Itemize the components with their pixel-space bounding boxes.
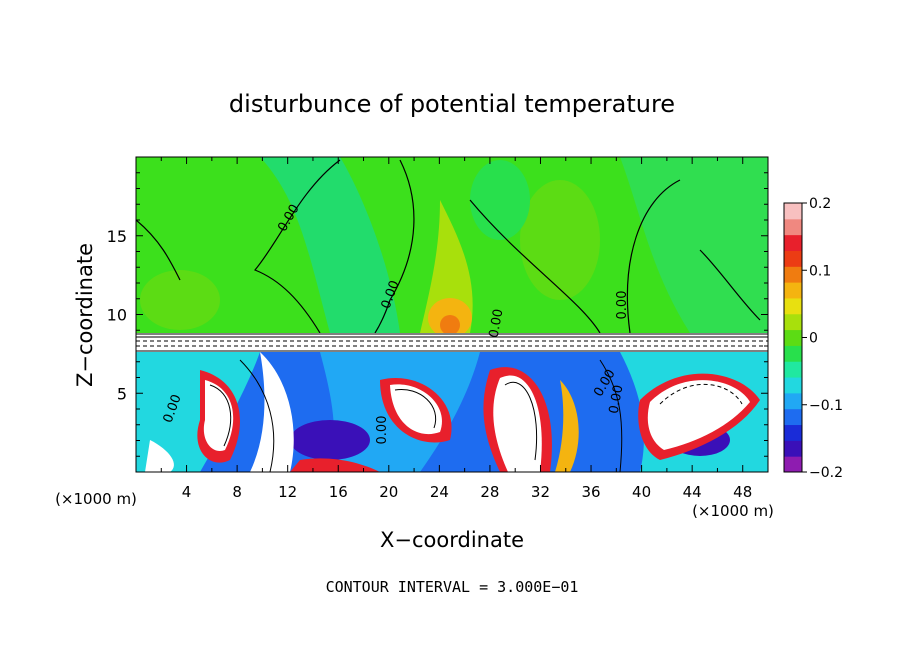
colorbar-tick-label: 0.2 — [809, 196, 831, 212]
contour-line — [374, 159, 415, 333]
colorbar-tick-label: −0.1 — [809, 398, 843, 414]
contour-line — [659, 383, 743, 405]
colorbar-tick-label: −0.2 — [809, 465, 843, 481]
x-tick-label: 8 — [232, 483, 242, 501]
colorbar-swatch — [784, 250, 802, 267]
x-unit-left: (×1000 m) — [55, 490, 137, 508]
y-tick-label: 5 — [117, 384, 127, 403]
colorbar-swatch — [784, 329, 802, 346]
x-tick-label: 48 — [733, 483, 752, 501]
upper-blob — [420, 200, 473, 333]
colorbar-tick-label: 0.1 — [809, 263, 831, 279]
chart-title: disturbunce of potential temperature — [229, 90, 675, 118]
upper-blob — [140, 270, 220, 330]
lower-blob — [136, 352, 260, 472]
contour-line — [504, 382, 538, 461]
contour-line — [254, 159, 341, 333]
colorbar-swatch — [784, 361, 802, 378]
contour-line — [599, 359, 623, 472]
transition-layer — [136, 333, 768, 352]
lower-blob — [555, 380, 579, 472]
colorbar-swatch — [784, 456, 802, 473]
contour-line — [469, 199, 601, 333]
colorbar-swatch — [784, 282, 802, 299]
lower-blob — [250, 352, 294, 472]
upper-blob — [620, 157, 768, 333]
colorbar-swatch — [784, 345, 802, 362]
x-unit-right: (×1000 m) — [692, 502, 774, 520]
contour-line — [394, 389, 437, 429]
colorbar-swatch — [784, 408, 802, 426]
upper-blob — [520, 180, 600, 300]
x-tick-label: 20 — [379, 483, 398, 501]
upper-field — [136, 157, 768, 333]
lower-blob — [290, 420, 370, 460]
y-tick-label: 15 — [107, 227, 127, 246]
colorbar-swatch — [784, 313, 802, 331]
upper-blob — [260, 157, 400, 333]
lower-blob — [145, 440, 174, 472]
contour-label: 0.00 — [615, 291, 630, 320]
x-tick-label: 32 — [531, 483, 550, 501]
x-tick-label: 24 — [430, 483, 449, 501]
x-tick-label: 36 — [581, 483, 600, 501]
y-tick-label: 10 — [107, 306, 127, 325]
colorbar-swatch — [784, 218, 802, 236]
upper-blob — [440, 315, 460, 333]
plot-area: 0.000.000.000.000.000.000.000.00 — [135, 156, 769, 473]
contour-line — [239, 359, 275, 472]
upper-blob — [470, 160, 530, 240]
x-axis: 4 8 12 16 20 24 28 32 36 40 44 48 — [160, 157, 752, 501]
y-axis-label: Z−coordinate — [73, 243, 97, 387]
contour-line — [136, 219, 181, 281]
colorbar-swatch — [784, 424, 802, 441]
x-tick-label: 44 — [683, 483, 702, 501]
colorbar-swatch — [784, 297, 802, 315]
x-tick-label: 4 — [182, 483, 192, 501]
y-axis: 5 10 15 — [107, 172, 768, 457]
contour-line — [626, 179, 681, 333]
contour-line — [209, 384, 232, 447]
lower-field — [136, 352, 768, 472]
colorbar-swatch — [784, 377, 802, 394]
colorbar: 0.2 0.1 0 −0.1 −0.2 — [783, 196, 843, 481]
colorbar-swatch — [784, 203, 802, 220]
x-tick-label: 28 — [480, 483, 499, 501]
contour-label: 0.00 — [607, 384, 627, 415]
colorbar-swatch — [784, 266, 802, 283]
colorbar-tick-label: 0 — [809, 331, 818, 347]
lower-blob — [493, 375, 542, 472]
contour-interval-note: CONTOUR INTERVAL = 3.000E−01 — [326, 578, 579, 596]
contour-line — [699, 249, 761, 321]
contour-label: 0.00 — [487, 308, 507, 339]
colorbar-swatch — [784, 234, 802, 251]
colorbar-swatch — [784, 440, 802, 457]
colorbar-swatch — [784, 392, 802, 410]
x-tick-label: 12 — [278, 483, 297, 501]
contour-label: 0.00 — [375, 416, 390, 445]
x-tick-label: 16 — [329, 483, 348, 501]
x-tick-label: 40 — [632, 483, 651, 501]
lower-blob — [647, 380, 750, 450]
lower-blob — [390, 384, 442, 435]
x-axis-label: X−coordinate — [380, 528, 524, 552]
